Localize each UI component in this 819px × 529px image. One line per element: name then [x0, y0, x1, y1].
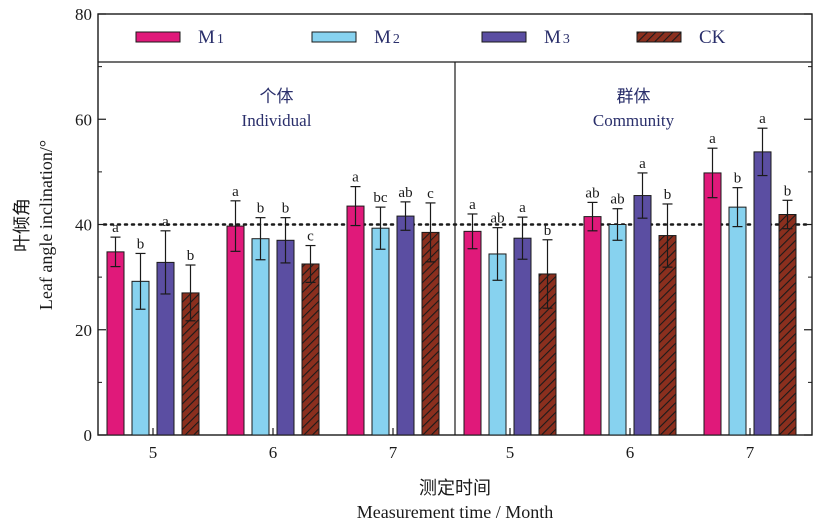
- x-tick-label: 6: [269, 443, 278, 462]
- panel-title-cn: 个体: [260, 87, 294, 106]
- y-tick-label: 80: [75, 5, 92, 24]
- panel-title-en: Individual: [242, 111, 312, 130]
- legend-swatch-m1: [135, 31, 181, 43]
- significance-label: a: [162, 214, 169, 230]
- bar-ck: [778, 214, 797, 436]
- x-tick-label: 5: [506, 443, 515, 462]
- x-tick-label: 7: [389, 443, 398, 462]
- legend-label-ck: CK: [699, 27, 726, 48]
- significance-label: ab: [490, 211, 504, 227]
- bar-m2: [371, 227, 390, 436]
- bar-m2: [608, 224, 627, 436]
- x-axis-title-en: Measurement time / Month: [357, 502, 553, 522]
- legend-swatch-m3: [481, 31, 527, 43]
- significance-label: a: [112, 220, 119, 236]
- significance-label: ab: [585, 185, 599, 201]
- significance-label: b: [664, 187, 672, 203]
- significance-label: a: [639, 156, 646, 172]
- y-axis-title-cn: 叶倾角: [12, 198, 32, 252]
- legend-swatch-ck: [636, 31, 682, 43]
- significance-label: a: [232, 184, 239, 200]
- panel-title-en: Community: [593, 111, 675, 130]
- y-tick-label: 20: [75, 321, 92, 340]
- y-axis-title-en: Leaf angle inclination/°: [36, 140, 56, 310]
- x-tick-label: 6: [626, 443, 635, 462]
- significance-label: a: [759, 111, 766, 127]
- x-tick-label: 7: [746, 443, 755, 462]
- significance-label: b: [734, 171, 742, 187]
- significance-label: a: [519, 200, 526, 216]
- significance-label: ab: [610, 192, 624, 208]
- bar-m3: [513, 237, 532, 436]
- y-tick-label: 0: [84, 426, 93, 445]
- significance-label: a: [709, 131, 716, 147]
- x-tick-label: 5: [149, 443, 158, 462]
- significance-label: c: [427, 186, 434, 202]
- significance-label: b: [137, 236, 145, 252]
- bar-ck: [421, 231, 440, 436]
- significance-label: bc: [373, 190, 388, 206]
- y-tick-label: 40: [75, 216, 92, 235]
- significance-label: ab: [398, 185, 412, 201]
- bar-m2: [251, 238, 270, 436]
- significance-label: b: [187, 248, 195, 264]
- y-tick-label: 60: [75, 110, 92, 129]
- significance-label: c: [307, 229, 314, 245]
- bar-m1: [106, 251, 125, 436]
- significance-label: b: [257, 201, 265, 217]
- bar-m3: [633, 195, 652, 436]
- bar-m2: [728, 206, 747, 436]
- bar-m1: [226, 225, 245, 436]
- significance-label: a: [469, 197, 476, 213]
- x-axis-title-cn: 测定时间: [419, 478, 491, 498]
- bar-m1: [346, 205, 365, 436]
- bar-m1: [583, 216, 602, 436]
- bar-m1: [463, 230, 482, 436]
- significance-label: b: [544, 223, 552, 239]
- bar-m3: [753, 151, 772, 436]
- plot-area: 0 20 40 60 80 叶倾角 Leaf angle inclination/° 测定时间…: [12, 5, 813, 522]
- significance-label: a: [352, 170, 359, 186]
- bar-m3: [276, 239, 295, 436]
- legend-swatch-m2: [311, 31, 357, 43]
- bar-ck: [301, 263, 320, 436]
- bar-m2: [488, 253, 507, 436]
- bar-m3: [396, 215, 415, 436]
- significance-label: b: [282, 201, 290, 217]
- significance-label: b: [784, 183, 792, 199]
- bar-m1: [703, 172, 722, 436]
- panel-title-cn: 群体: [617, 87, 651, 106]
